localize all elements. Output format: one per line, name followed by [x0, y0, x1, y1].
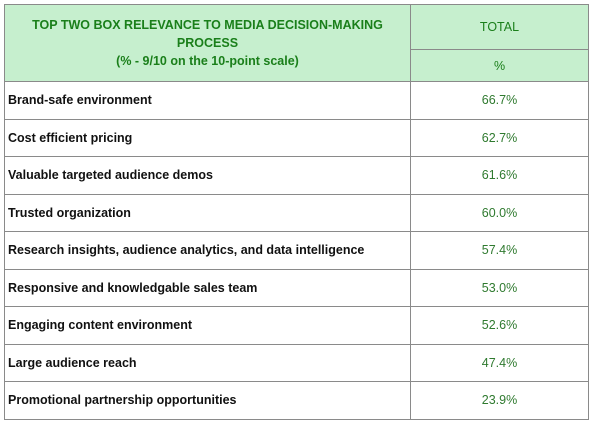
table-row: Brand-safe environment 66.7% [4, 81, 589, 120]
row-value: 53.0% [410, 268, 589, 307]
row-label: Brand-safe environment [4, 81, 411, 120]
row-label: Promotional partnership opportunities [4, 381, 411, 420]
row-value: 62.7% [410, 118, 589, 157]
row-label: Research insights, audience analytics, a… [4, 231, 411, 270]
row-label: Responsive and knowledgable sales team [4, 268, 411, 307]
row-label: Cost efficient pricing [4, 118, 411, 157]
table-row: Cost efficient pricing 62.7% [4, 118, 589, 157]
table-row: Trusted organization 60.0% [4, 193, 589, 232]
column-header-total: TOTAL [410, 4, 589, 50]
table-row: Valuable targeted audience demos 61.6% [4, 156, 589, 195]
table-title-cell: TOP TWO BOX RELEVANCE TO MEDIA DECISION-… [4, 4, 411, 82]
table-row: Responsive and knowledgable sales team 53… [4, 268, 589, 307]
row-value: 61.6% [410, 156, 589, 195]
row-value: 57.4% [410, 231, 589, 270]
row-label: Large audience reach [4, 343, 411, 382]
table-title: TOP TWO BOX RELEVANCE TO MEDIA DECISION-… [32, 17, 383, 50]
column-unit-header: % [410, 49, 589, 82]
row-value: 66.7% [410, 81, 589, 120]
row-value: 52.6% [410, 306, 589, 345]
table-row: Research insights, audience analytics, a… [4, 231, 589, 270]
row-value: 23.9% [410, 381, 589, 420]
row-label: Engaging content environment [4, 306, 411, 345]
row-label: Valuable targeted audience demos [4, 156, 411, 195]
table-row: Large audience reach 47.4% [4, 343, 589, 382]
row-value: 47.4% [410, 343, 589, 382]
table-row: Promotional partnership opportunities 23.… [4, 381, 589, 420]
row-value: 60.0% [410, 193, 589, 232]
relevance-table: TOP TWO BOX RELEVANCE TO MEDIA DECISION-… [4, 4, 589, 420]
table-row: Engaging content environment 52.6% [4, 306, 589, 345]
table-body: Brand-safe environment 66.7% Cost efficien… [4, 81, 589, 420]
table-subtitle: (% - 9/10 on the 10-point scale) [116, 54, 299, 69]
row-label: Trusted organization [4, 193, 411, 232]
